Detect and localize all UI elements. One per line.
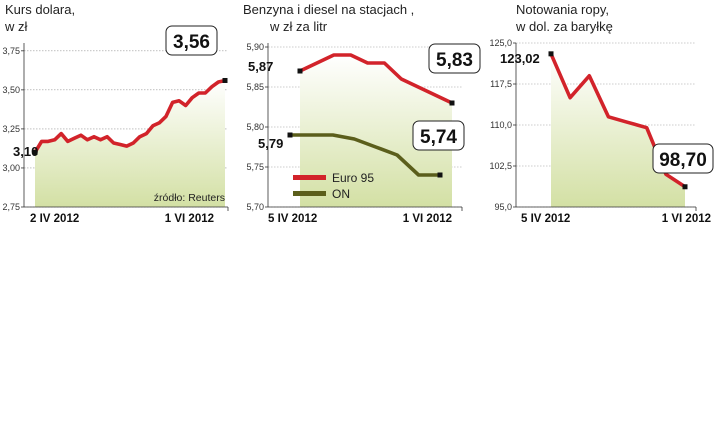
chart-title-line-2: w dol. za baryłkę xyxy=(515,19,613,34)
y-tick-label: 3,25 xyxy=(2,124,20,134)
end-point-marker xyxy=(682,184,688,190)
chart-title-line-1: Kurs dolara, xyxy=(5,2,75,17)
area-under-series xyxy=(551,53,685,207)
legend-label-euro95: Euro 95 xyxy=(332,171,374,185)
chart-title-line-2: w zł za litr xyxy=(269,19,328,34)
charts-figure: Kurs dolara, w zł 3,75 3,50 3,25 3,00 2,… xyxy=(2,2,714,225)
axes xyxy=(513,42,697,211)
start-point-marker xyxy=(287,132,293,138)
panel-dollar: Kurs dolara, w zł 3,75 3,50 3,25 3,00 2,… xyxy=(2,2,229,225)
x-start-label: 2 IV 2012 xyxy=(30,213,79,225)
y-tick-label: 110,0 xyxy=(490,120,512,130)
y-tick-label: 95,0 xyxy=(494,202,512,212)
y-tick-label: 5,85 xyxy=(246,82,264,92)
euro95-end-callout: 5,83 xyxy=(428,43,481,74)
legend: Euro 95 ON xyxy=(293,171,374,201)
end-value-label: 3,56 xyxy=(173,32,210,53)
area-fill xyxy=(35,80,225,207)
euro95-start-label: 5,87 xyxy=(248,59,273,74)
y-tick-label: 3,75 xyxy=(2,46,20,56)
x-start-label: 5 IV 2012 xyxy=(268,213,317,225)
start-point-marker xyxy=(32,149,38,155)
series-line xyxy=(298,53,454,105)
y-tick-label: 3,50 xyxy=(2,85,20,95)
chart-title-line-1: Benzyna i diesel na stacjach , xyxy=(243,2,414,17)
x-end-label: 1 VI 2012 xyxy=(662,213,711,225)
end-value-callout: 98,70 xyxy=(652,143,714,174)
panel-fuel: Benzyna i diesel na stacjach , w zł za l… xyxy=(243,2,481,225)
legend-swatch-on xyxy=(293,191,326,196)
y-tick-label: 5,90 xyxy=(246,42,264,52)
start-point-marker xyxy=(297,68,303,74)
chart-title-line-2: w zł xyxy=(4,19,28,34)
series-line xyxy=(33,78,227,155)
on-end-label: 5,74 xyxy=(420,127,457,148)
end-point-marker xyxy=(222,77,228,83)
y-tick-label: 125,0 xyxy=(489,38,512,48)
series-line xyxy=(288,133,442,177)
area-fill xyxy=(551,53,685,207)
legend-swatch-euro95 xyxy=(293,175,326,180)
series-lines xyxy=(287,53,455,178)
y-tick-label: 5,80 xyxy=(246,122,264,132)
x-start-label: 5 IV 2012 xyxy=(521,213,570,225)
x-end-label: 1 VI 2012 xyxy=(165,213,214,225)
source-note: źródło: Reuters xyxy=(154,192,225,204)
panel-oil: Notowania ropy, w dol. za baryłkę 125,0 … xyxy=(489,2,714,225)
chart-title-line-1: Notowania ropy, xyxy=(516,2,609,17)
end-value-callout: 3,56 xyxy=(165,25,218,56)
on-end-callout: 5,74 xyxy=(412,120,465,151)
area-under-series xyxy=(35,80,225,207)
euro95-end-label: 5,83 xyxy=(436,50,473,71)
start-value-label: 3,10 xyxy=(13,144,38,159)
legend-label-on: ON xyxy=(332,187,350,201)
y-tick-label: 102,5 xyxy=(489,161,512,171)
series-lines xyxy=(32,77,228,155)
axes xyxy=(21,43,229,211)
y-tick-label: 2,75 xyxy=(2,202,20,212)
end-value-label: 98,70 xyxy=(659,150,707,171)
y-tick-label: 3,00 xyxy=(2,163,20,173)
y-tick-label: 117,5 xyxy=(490,79,512,89)
on-start-label: 5,79 xyxy=(258,136,283,151)
axes xyxy=(265,43,463,211)
end-point-marker xyxy=(437,172,443,178)
start-point-marker xyxy=(548,51,554,57)
y-tick-label: 5,70 xyxy=(246,202,264,212)
y-tick-label: 5,75 xyxy=(246,162,264,172)
x-end-label: 1 VI 2012 xyxy=(403,213,452,225)
start-value-label: 123,02 xyxy=(500,51,540,66)
end-point-marker xyxy=(449,100,455,106)
